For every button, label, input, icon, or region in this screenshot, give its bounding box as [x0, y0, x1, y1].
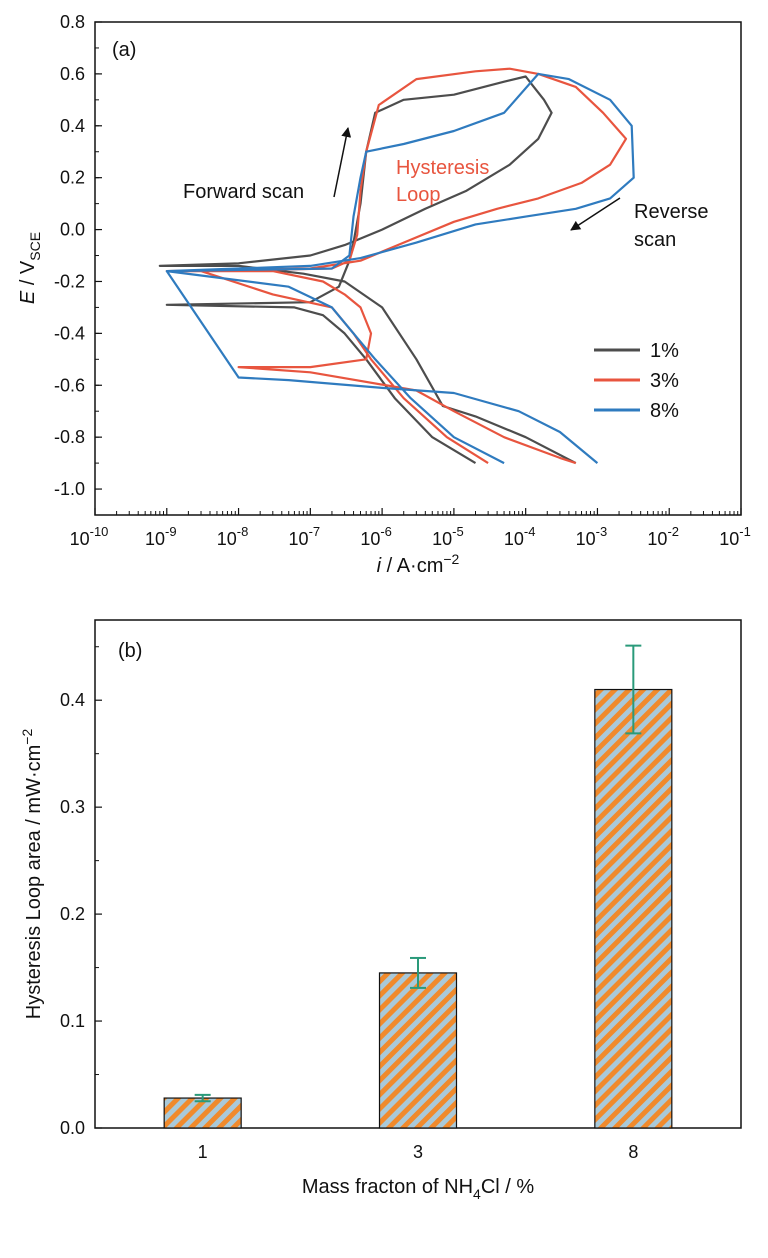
bar-8 — [594, 688, 673, 1129]
forward-scan-label: Forward scan — [183, 181, 304, 203]
x-tick-label-b: 3 — [413, 1142, 423, 1162]
reverse-scan-label-line1: Reverse — [634, 201, 708, 223]
axis-ticks-a: 10-10 10-9 10-8 10-7 10-6 10-5 10-4 10-3 10-2 10-… — [54, 12, 751, 549]
polarization-curves — [158, 67, 635, 465]
x-axis-title-b: Mass fracton of NH4Cl / % — [302, 1176, 535, 1202]
y-tick-label-a: -0.4 — [54, 323, 85, 343]
y-tick-label-a: -0.6 — [54, 375, 85, 395]
y-tick-label-a: -0.8 — [54, 427, 85, 447]
x-tick-label-b: 8 — [628, 1142, 638, 1162]
x-tick-label-a: 10-7 — [289, 524, 321, 549]
y-tick-label-a: 0.4 — [60, 116, 85, 136]
series-line-8pct — [165, 72, 635, 465]
bars — [163, 644, 673, 1129]
y-tick-label-b: 0.4 — [60, 690, 85, 710]
plot-frame-a — [94, 21, 742, 516]
x-axis-title-a: i / A·cm−2 — [377, 551, 460, 577]
panel-label-a: (a) — [112, 39, 136, 61]
hysteresis-label-line2: Loop — [396, 184, 441, 206]
axis-ticks-b: 0.0 0.1 0.2 0.3 0.4 1 3 8 — [60, 646, 638, 1162]
y-tick-label-b: 0.0 — [60, 1118, 85, 1138]
x-tick-label-a: 10-10 — [70, 524, 109, 549]
y-axis-title-b: Hysteresis Loop area / mW·cm−2 — [19, 729, 45, 1020]
loop-area-chart: 0.0 0.1 0.2 0.3 0.4 1 3 8 (b) Mass fracton of N… — [19, 619, 742, 1202]
forward-scan-arrow — [333, 127, 352, 198]
series-line-1pct — [158, 75, 577, 465]
y-tick-label-a: 0.8 — [60, 12, 85, 32]
y-tick-label-a: -1.0 — [54, 479, 85, 499]
y-tick-label-a: 0.0 — [60, 220, 85, 240]
x-tick-label-a: 10-6 — [360, 524, 392, 549]
bar-3 — [378, 972, 458, 1129]
y-tick-label-b: 0.3 — [60, 797, 85, 817]
y-tick-label-a: -0.2 — [54, 271, 85, 291]
legend-a: 1% 3% 8% — [594, 340, 679, 422]
y-tick-label-b: 0.1 — [60, 1011, 85, 1031]
polarization-chart: 10-10 10-9 10-8 10-7 10-6 10-5 10-4 10-3 10-2 10-… — [17, 12, 751, 577]
y-axis-title-a: E / VSCE — [17, 232, 43, 304]
bar-1 — [163, 1097, 242, 1129]
reverse-scan-arrow — [570, 197, 621, 231]
legend-label: 1% — [650, 340, 679, 362]
reverse-scan-label-line2: scan — [634, 229, 676, 251]
x-tick-label-a: 10-8 — [217, 524, 249, 549]
x-tick-label-a: 10-3 — [576, 524, 608, 549]
hysteresis-label-line1: Hysteresis — [396, 157, 489, 179]
x-tick-label-a: 10-5 — [432, 524, 464, 549]
legend-label: 3% — [650, 370, 679, 392]
x-tick-label-a: 10-1 — [719, 524, 751, 549]
legend-label: 8% — [650, 400, 679, 422]
x-tick-label-a: 10-9 — [145, 524, 177, 549]
y-tick-label-a: 0.2 — [60, 168, 85, 188]
x-tick-label-a: 10-2 — [647, 524, 679, 549]
y-tick-label-a: 0.6 — [60, 64, 85, 84]
y-tick-label-b: 0.2 — [60, 904, 85, 924]
x-tick-label-b: 1 — [198, 1142, 208, 1162]
x-tick-label-a: 10-4 — [504, 524, 536, 549]
panel-label-b: (b) — [118, 640, 142, 662]
